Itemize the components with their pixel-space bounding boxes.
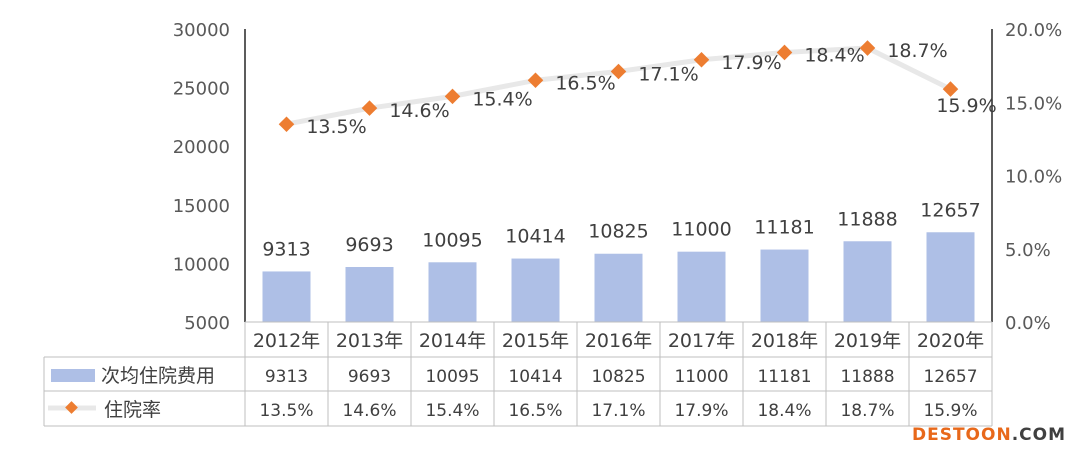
table-bar-value: 9693 [348, 367, 391, 387]
bar [262, 271, 311, 322]
rate-marker [361, 100, 378, 116]
y-right-tick-label: 20.0% [1005, 20, 1062, 41]
rate-marker [278, 116, 295, 133]
rate-value-label: 15.9% [936, 95, 996, 117]
bar-value-label: 10414 [505, 226, 565, 248]
y-left-tick-label: 15000 [173, 196, 230, 217]
bar-value-label: 10095 [422, 229, 482, 251]
bar [926, 232, 975, 322]
y-right-tick-label: 15.0% [1005, 93, 1062, 114]
table-bar-value: 11181 [757, 367, 811, 387]
bar-value-label: 11888 [837, 208, 897, 230]
bar-value-label: 9693 [345, 234, 393, 256]
legend-line-label: 住院率 [104, 399, 161, 421]
category-label: 2015年 [502, 330, 569, 352]
rate-value-label: 18.7% [887, 40, 947, 62]
y-right-tick-label: 0.0% [1005, 313, 1051, 334]
table-rate-value: 13.5% [259, 401, 313, 421]
y-right-tick-label: 5.0% [1005, 240, 1051, 261]
rate-value-label: 16.5% [555, 72, 615, 94]
bar [677, 251, 726, 322]
bar [345, 266, 394, 322]
table-bar-value: 11000 [674, 367, 728, 387]
bar [428, 262, 477, 322]
rate-value-label: 17.1% [638, 63, 698, 85]
category-label: 2017年 [668, 330, 735, 352]
table-bar-value: 11888 [840, 367, 894, 387]
rate-value-label: 13.5% [306, 116, 366, 138]
bar [594, 253, 643, 322]
watermark-suffix: .COM [1011, 425, 1066, 445]
table-rate-value: 17.9% [674, 401, 728, 421]
table-rate-value: 15.4% [425, 401, 479, 421]
watermark-text: DESTOON [911, 425, 1012, 445]
table-bar-value: 10414 [508, 367, 562, 387]
y-left-tick-label: 20000 [173, 137, 230, 158]
legend-bar-label: 次均住院费用 [101, 365, 215, 387]
table-rate-value: 14.6% [342, 401, 396, 421]
bar [843, 241, 892, 322]
rate-value-label: 15.4% [472, 88, 532, 110]
bar-value-label: 11181 [754, 217, 814, 239]
table-bar-value: 9313 [265, 367, 308, 387]
rate-marker [527, 72, 544, 89]
table-rate-value: 17.1% [591, 401, 645, 421]
bar-value-label: 11000 [671, 219, 731, 241]
category-label: 2019年 [834, 330, 901, 352]
bar-value-label: 9313 [262, 238, 310, 260]
y-left-tick-label: 25000 [173, 79, 230, 100]
y-left-tick-label: 30000 [173, 20, 230, 41]
rate-value-label: 17.9% [721, 52, 781, 74]
table-rate-value: 16.5% [508, 401, 562, 421]
category-label: 2018年 [751, 330, 818, 352]
category-label: 2014年 [419, 330, 486, 352]
table-bar-value: 10825 [591, 367, 645, 387]
table-bar-value: 10095 [425, 367, 479, 387]
category-label: 2013年 [336, 330, 403, 352]
rate-value-label: 18.4% [804, 44, 864, 66]
bar-value-label: 12657 [920, 199, 980, 221]
watermark: DESTOON.COM [912, 425, 1066, 445]
bar-value-label: 10825 [588, 221, 648, 243]
bar [511, 258, 560, 322]
y-left-tick-label: 5000 [184, 313, 230, 334]
rate-value-label: 14.6% [389, 100, 449, 122]
table-rate-value: 15.9% [923, 401, 977, 421]
category-label: 2016年 [585, 330, 652, 352]
legend-bar-swatch [51, 369, 95, 382]
legend-line-marker [65, 401, 78, 414]
y-left-tick-label: 10000 [173, 254, 230, 275]
category-label: 2020年 [917, 330, 984, 352]
table-rate-value: 18.4% [757, 401, 811, 421]
table-bar-value: 12657 [923, 367, 977, 387]
table-rate-value: 18.7% [840, 401, 894, 421]
bar [760, 249, 809, 322]
category-label: 2012年 [253, 330, 320, 352]
y-right-tick-label: 10.0% [1005, 167, 1062, 188]
